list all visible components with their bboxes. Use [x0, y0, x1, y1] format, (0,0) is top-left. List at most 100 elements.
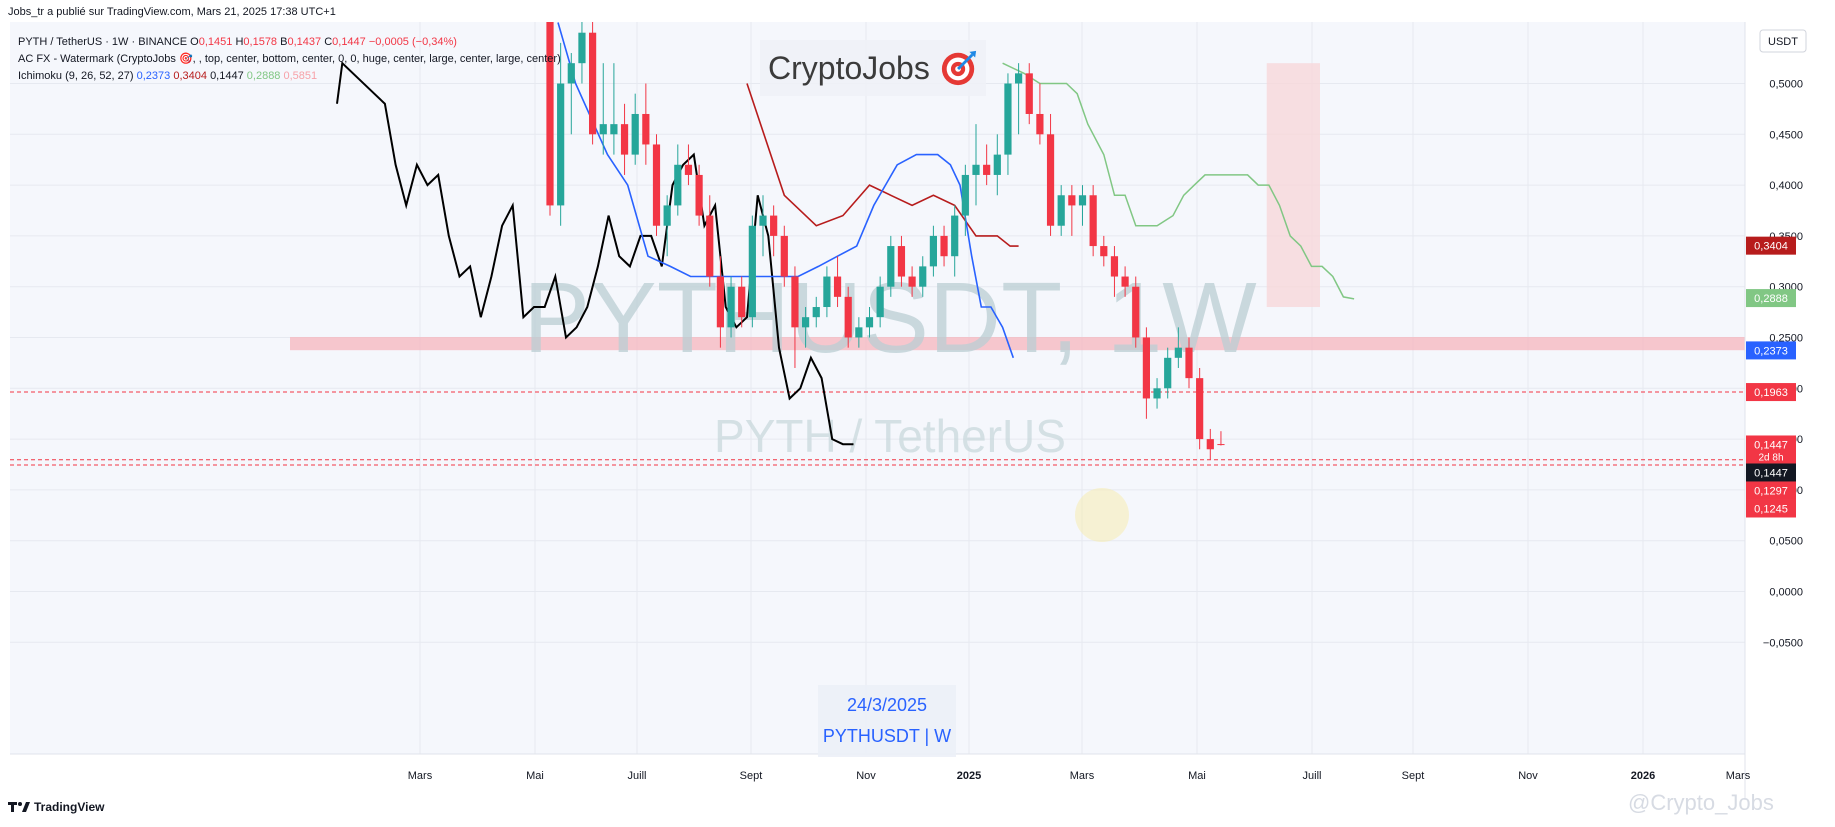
- candle-body: [833, 276, 842, 297]
- candle-body: [674, 164, 682, 206]
- ticker-label: PYTHUSDT | W: [822, 726, 952, 746]
- x-tick-label: Mars: [1726, 770, 1751, 782]
- publish-line: Jobs_tr a publié sur TradingView.com, Ma…: [8, 6, 336, 18]
- candle: [589, 22, 597, 145]
- candle: [1164, 347, 1172, 399]
- candle: [716, 256, 724, 348]
- candle: [1025, 63, 1033, 125]
- legend-ichimoku-v2: 0,3404: [173, 70, 207, 82]
- candle: [1089, 185, 1097, 257]
- tradingview-logo[interactable]: TradingView: [8, 800, 104, 814]
- candle: [652, 134, 661, 236]
- target-icon: [941, 50, 976, 86]
- candle-body: [748, 225, 756, 318]
- candle-body: [727, 286, 735, 328]
- candle: [1174, 327, 1182, 368]
- currency-badge[interactable]: [1759, 29, 1807, 53]
- candle-body: [972, 164, 980, 175]
- candle: [599, 63, 607, 155]
- candle: [1046, 113, 1055, 236]
- legend-watermark-row[interactable]: AC FX - Watermark (CryptoJobs 🎯, , top, …: [18, 53, 561, 65]
- candle-body: [1036, 113, 1044, 135]
- candle-body: [1004, 83, 1012, 155]
- date-box: 24/3/2025 PYTHUSDT | W: [818, 685, 956, 757]
- candle-body: [1121, 276, 1129, 287]
- legend-high-label: H: [235, 36, 244, 48]
- chart-svg[interactable]: PYTHUSDT, 1W PYTH / TetherUS 0,50000,450…: [10, 22, 1825, 800]
- candle: [1142, 327, 1150, 419]
- y-tick-label: 0,0000: [1769, 587, 1803, 599]
- candle-body: [1185, 347, 1193, 379]
- candle: [940, 225, 948, 267]
- price-tag-box: [1746, 236, 1796, 255]
- candle: [706, 195, 714, 287]
- candle: [759, 195, 767, 257]
- watermark-sub: PYTH / TetherUS: [714, 410, 1066, 462]
- x-tick-label: Mars: [1070, 770, 1095, 782]
- candle-body: [983, 164, 991, 175]
- candle-body: [1025, 73, 1033, 114]
- candle-body: [855, 327, 863, 338]
- candle-body: [1089, 195, 1097, 247]
- candle-body: [1164, 357, 1172, 389]
- legend-change: −0,0005 (−0,34%): [368, 36, 457, 48]
- legend-ichimoku-row[interactable]: Ichimoku (9, 26, 52, 27) 0,2373 0,3404 0…: [18, 68, 561, 85]
- candle: [1110, 246, 1119, 297]
- candle: [567, 53, 575, 135]
- candle: [1196, 367, 1204, 450]
- chart-area[interactable]: PYTHUSDT, 1W PYTH / TetherUS 0,5000 0,450…: [10, 22, 1825, 800]
- candle-body: [706, 215, 714, 277]
- candle-body: [1217, 444, 1225, 446]
- candle: [791, 266, 799, 368]
- candle: [578, 22, 586, 84]
- candle: [1121, 266, 1129, 297]
- candle: [844, 286, 852, 348]
- candle-body: [578, 32, 586, 64]
- legend-symbol: PYTH / TetherUS · 1W · BINANCE: [18, 36, 188, 48]
- tradingview-logo-icon: [8, 802, 30, 812]
- price-tag-label: 0,2373: [1754, 345, 1788, 357]
- candle: [770, 205, 778, 257]
- legend-ichimoku-v5: 0,5851: [283, 70, 318, 82]
- candle: [1068, 185, 1076, 236]
- candle-body: [1174, 347, 1182, 358]
- x-tick-label: 2026: [1631, 770, 1655, 782]
- legend-close-label: C: [324, 36, 333, 48]
- candle-body: [716, 276, 724, 328]
- price-tag-label: 0,3404: [1754, 241, 1788, 253]
- candle: [919, 256, 927, 297]
- candle: [802, 307, 810, 348]
- price-tag-sublabel: 2d 8h: [1758, 452, 1783, 463]
- candle-body: [1142, 337, 1150, 399]
- candle-body: [663, 205, 671, 226]
- candle-body: [1132, 286, 1140, 338]
- candle: [908, 266, 916, 297]
- x-tick-label: Sept: [740, 770, 763, 782]
- legend-low: 0,1437: [287, 36, 322, 48]
- candle: [993, 134, 1001, 196]
- candle-body: [684, 164, 693, 175]
- price-tag-box: [1746, 383, 1796, 402]
- candle: [833, 256, 842, 308]
- watermark-handle: @Crypto_Jobs: [1628, 790, 1774, 815]
- candle-body: [993, 154, 1001, 175]
- candle: [1153, 378, 1161, 409]
- candle-body: [557, 83, 565, 206]
- candle-body: [567, 63, 575, 84]
- legend-symbol-row[interactable]: PYTH / TetherUS · 1W · BINANCE O0,1451 H…: [18, 34, 561, 51]
- price-tag-box: [1746, 435, 1796, 464]
- candle-body: [770, 215, 778, 236]
- candle: [1015, 63, 1023, 135]
- legend-low-label: B: [280, 36, 288, 48]
- candle-body: [919, 266, 927, 287]
- price-tag-box: [1746, 481, 1796, 500]
- candle: [897, 235, 906, 287]
- y-tick-label: 0,4000: [1769, 180, 1803, 192]
- candle-body: [823, 276, 831, 308]
- candle-body: [599, 124, 607, 135]
- candle-body: [695, 174, 703, 216]
- candle-body: [620, 124, 629, 155]
- candle-body: [791, 276, 799, 328]
- candle-body: [1078, 195, 1087, 206]
- price-tag-box: [1746, 289, 1796, 308]
